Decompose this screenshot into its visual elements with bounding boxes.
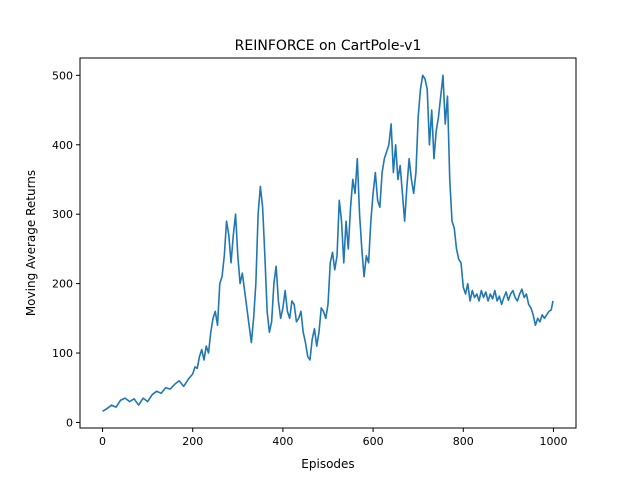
x-tick-label: 600 bbox=[363, 435, 384, 448]
y-tick-label: 200 bbox=[52, 278, 73, 291]
y-tick-label: 300 bbox=[52, 208, 73, 221]
chart-title: REINFORCE on CartPole-v1 bbox=[235, 38, 422, 54]
x-tick-label: 0 bbox=[99, 435, 106, 448]
x-tick-label: 1000 bbox=[539, 435, 567, 448]
y-tick-label: 500 bbox=[52, 69, 73, 82]
axes-frame bbox=[79, 57, 577, 429]
y-tick-label: 100 bbox=[52, 347, 73, 360]
x-tick-label: 400 bbox=[272, 435, 293, 448]
x-tick-label: 800 bbox=[453, 435, 474, 448]
x-axis-label: Episodes bbox=[301, 457, 354, 471]
y-axis-label: Moving Average Returns bbox=[24, 170, 38, 316]
x-tick-label: 200 bbox=[182, 435, 203, 448]
y-tick-label: 0 bbox=[66, 416, 73, 429]
series-line-0 bbox=[102, 74, 554, 413]
y-tick-label: 400 bbox=[52, 139, 73, 152]
